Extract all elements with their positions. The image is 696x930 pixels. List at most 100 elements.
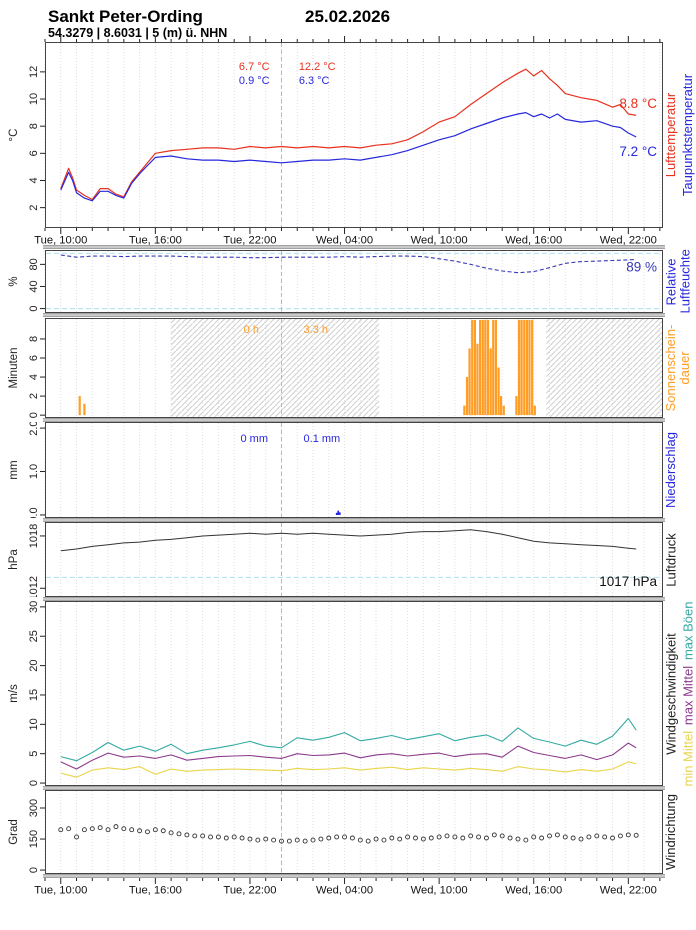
right-label-text: Sonnenschein- (663, 324, 678, 412)
panel-sunshine: 0 2 4 6 8 Minuten 0 h 3.3 h (0, 318, 696, 418)
time-tick-label: Wed, 22:00 (600, 885, 657, 897)
panel-separator (43, 245, 665, 249)
panel-temperature: 2 4 6 8 10 12 °C 6.7 °C 0.9 °C 12.2 °C 6.3 °C 8.8 °… (0, 36, 696, 228)
panel-canvas-humidity: 0 40 80% 89 % (8, 250, 663, 313)
svg-text:20: 20 (28, 659, 40, 671)
svg-text:300: 300 (28, 799, 40, 817)
series-line (60, 717, 637, 762)
time-tick-label: Wed, 16:00 (505, 235, 562, 247)
panel-canvas-pressure: 1012 1018 hPa 1017 hPa (8, 522, 663, 601)
panel-canvas-wind-speed: 0 5 10 15 20 25 30 m/s (8, 601, 663, 786)
pressure-current-value-label: 1017 hPa (599, 574, 657, 589)
time-axis-canvas: Tue, 10:00 Tue, 16:00 Tue, 22:00 Wed, 04:00… (34, 878, 661, 897)
time-tick-label: Tue, 16:00 (129, 235, 182, 247)
right-label-text: Windrichtung (663, 794, 678, 870)
series-line (60, 761, 637, 778)
right-label-wind-speed-0: Windgeschwindigkeit (663, 601, 678, 786)
y-axis-unit-label: hPa (8, 549, 20, 570)
svg-text:4: 4 (28, 177, 40, 183)
time-tick-label: Tue, 16:00 (129, 885, 182, 897)
right-label-wind-speed-1: min Mittel max Mittel max Böen (680, 601, 695, 786)
series-line (60, 254, 637, 274)
right-label-text: max Böen (680, 601, 695, 660)
y-axis: 0 2 4 6 8 (28, 336, 45, 418)
svg-text:15: 15 (28, 689, 40, 701)
svg-text:1012: 1012 (28, 576, 40, 597)
night-hatch-region (171, 319, 380, 417)
y-axis: 2 4 6 8 10 12 (28, 66, 45, 211)
plot-border (45, 422, 663, 518)
night-hatch-region (546, 319, 663, 417)
time-tick-label: Wed, 04:00 (316, 235, 373, 247)
station-coordinates: 54.3279 | 8.6031 | 5 (m) ü. NHN (48, 26, 228, 40)
right-label-text: Luftdruck (663, 532, 678, 587)
right-label-text: Lufttemperatur (663, 92, 678, 178)
right-label-text: Niederschlag (663, 432, 678, 508)
temperature-annotation: 6.3 °C (299, 75, 330, 87)
series-line (60, 68, 637, 201)
sunshine-bars (78, 319, 536, 416)
plot-border (45, 318, 663, 418)
top-axis-ticks (44, 36, 661, 42)
time-tick-label: Wed, 16:00 (505, 885, 562, 897)
right-label-humidity-0: Relative Luftfeuchte (663, 248, 692, 313)
plot-border (45, 601, 663, 786)
panel-separator (43, 786, 665, 790)
time-tick-label: Tue, 22:00 (223, 885, 276, 897)
y-axis: 0 150 300 (28, 799, 45, 873)
svg-text:0: 0 (28, 306, 40, 312)
time-axis-row-1: Tue, 10:00 Tue, 16:00 Tue, 22:00 Wed, 04:00… (0, 228, 696, 247)
svg-text:8: 8 (28, 336, 40, 342)
series-line (60, 529, 637, 552)
svg-text:2: 2 (28, 205, 40, 211)
svg-text:8: 8 (28, 123, 40, 129)
temperature-annotation: 6.7 °C (239, 61, 270, 73)
panel-wind-direction: 0 150 300 Grad (0, 790, 696, 874)
plot-border (45, 42, 663, 228)
svg-text:30: 30 (28, 601, 40, 613)
panel-pressure: 1012 1018 hPa 1017 hPa (0, 522, 696, 601)
svg-text:6: 6 (28, 150, 40, 156)
y-axis: 1012 1018 (28, 524, 45, 601)
time-tick-label: Wed, 04:00 (316, 885, 373, 897)
time-axis-row-2: Tue, 10:00 Tue, 16:00 Tue, 22:00 Wed, 04:00… (0, 878, 696, 897)
series-line (60, 742, 637, 770)
sunshine-annotation: 0 h (244, 324, 259, 336)
right-label-text: Luftfeuchte (677, 248, 692, 313)
y-axis-unit-label: Minuten (8, 348, 20, 389)
y-axis-unit-label: Grad (8, 819, 20, 845)
svg-text:80: 80 (28, 258, 40, 270)
sunshine-annotation: 3.3 h (304, 324, 328, 336)
svg-text:0: 0 (28, 867, 40, 873)
plot-border (45, 250, 663, 313)
panel-canvas-precipitation: 0.0 1.0 2.0 mm 0 mm 0.1 mm (8, 420, 663, 523)
report-date: 25.02.2026 (305, 7, 391, 26)
svg-text:25: 25 (28, 630, 40, 642)
right-label-text: Windgeschwindigkeit (663, 632, 678, 755)
panel-canvas-wind-direction: 0 150 300 Grad (8, 790, 663, 874)
temperature-current-value-label: 7.2 °C (619, 144, 657, 159)
svg-text:0.0: 0.0 (28, 507, 40, 518)
gridlines (44, 423, 661, 517)
panel-wind-speed: 0 5 10 15 20 25 30 m/s (0, 601, 696, 786)
svg-text:10: 10 (28, 93, 40, 105)
svg-text:2: 2 (28, 393, 40, 399)
panel-canvas-temperature: 2 4 6 8 10 12 °C 6.7 °C 0.9 °C 12.2 °C 6.3 °C 8.8 °… (8, 36, 663, 228)
gridlines (44, 523, 661, 596)
time-tick-label: Wed, 10:00 (411, 885, 468, 897)
time-tick-label: Tue, 22:00 (223, 235, 276, 247)
y-axis: 0.0 1.0 2.0 (28, 420, 45, 523)
right-label-wind-direction-0: Windrichtung (663, 790, 678, 874)
gridlines (44, 251, 661, 312)
panel-separator (43, 418, 665, 422)
svg-text:1.0: 1.0 (28, 464, 40, 479)
time-tick-label: Tue, 10:00 (34, 885, 87, 897)
right-label-precipitation-0: Niederschlag (663, 422, 678, 518)
time-tick-label: Tue, 10:00 (34, 235, 87, 247)
y-axis-unit-label: m/s (8, 684, 20, 703)
right-label-temperature-0: Lufttemperatur (663, 42, 678, 228)
right-label-text: max Mittel (680, 665, 695, 725)
time-tick-label: Wed, 22:00 (600, 235, 657, 247)
svg-text:12: 12 (28, 66, 40, 78)
